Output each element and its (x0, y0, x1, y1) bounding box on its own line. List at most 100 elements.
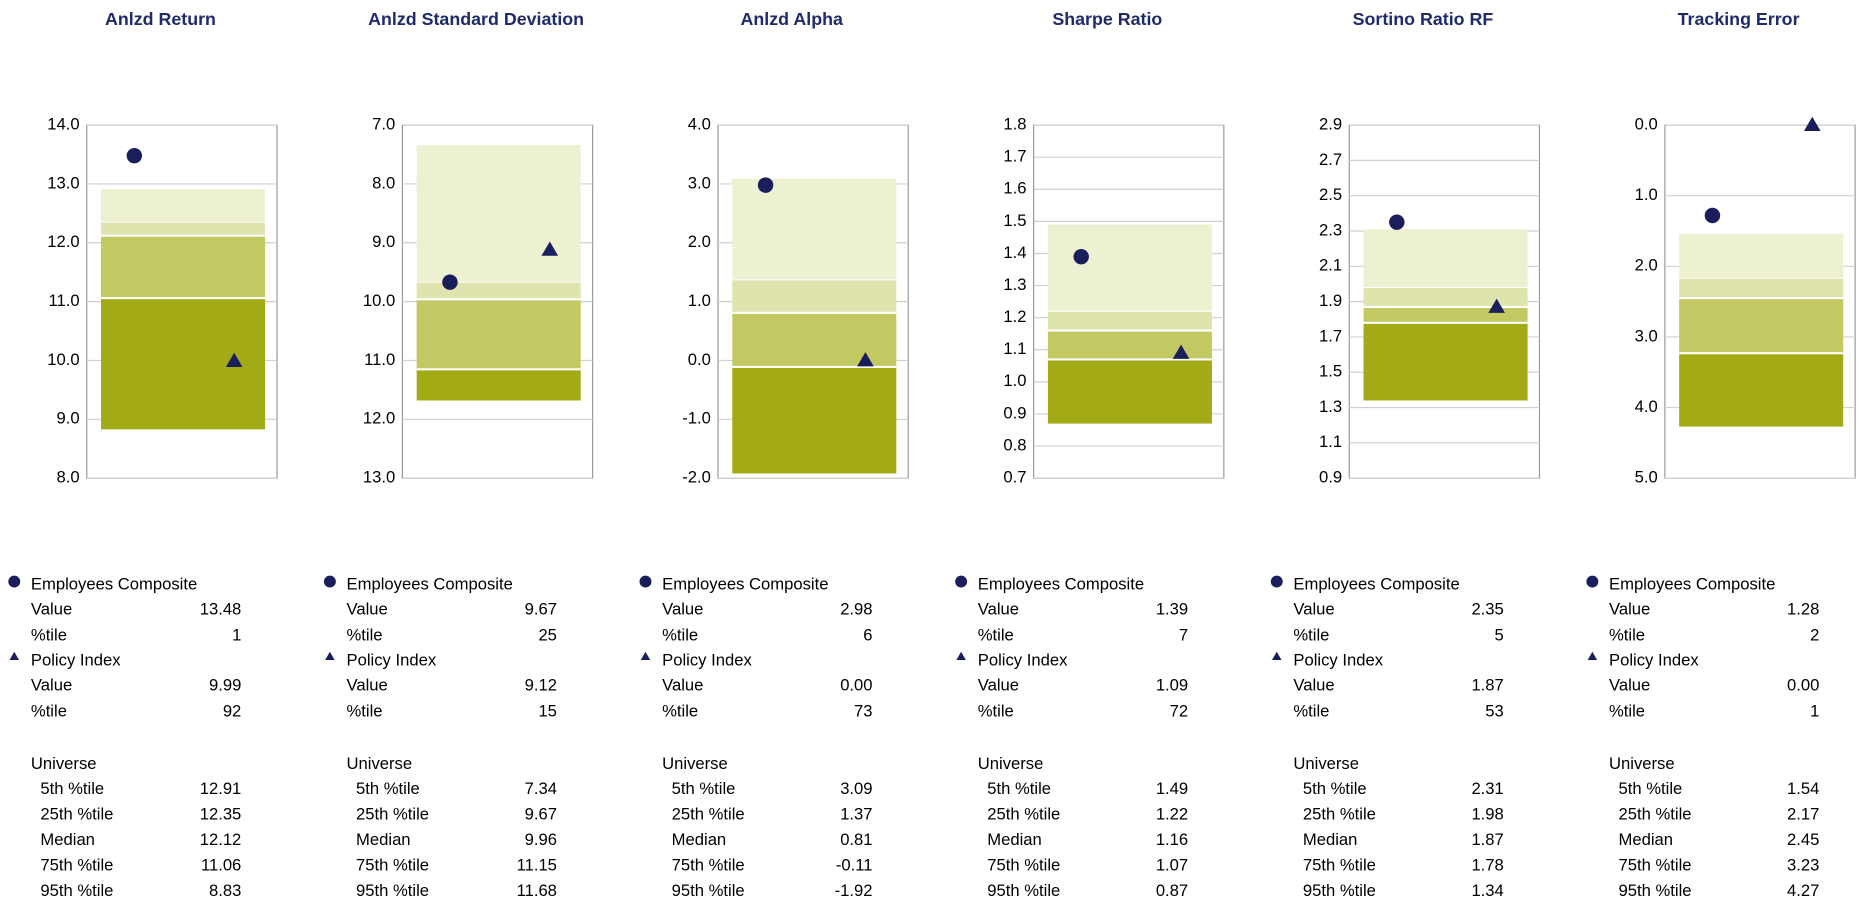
marker-triangle (857, 352, 874, 367)
universe-row-label: Median (1619, 830, 1674, 849)
marker-circle (1389, 214, 1405, 230)
row-label: Value (347, 599, 388, 618)
row-label: %tile (1293, 702, 1329, 721)
percentile-band (1363, 229, 1528, 288)
legend-name: Policy Index (662, 651, 752, 670)
y-tick-label: 1.5 (1003, 211, 1026, 230)
y-tick-label: 2.0 (688, 232, 711, 251)
universe-row-value: 1.78 (1471, 856, 1503, 875)
legend-circle (1586, 575, 1599, 588)
y-tick-label: 12.0 (363, 409, 395, 428)
percentile-band (1679, 298, 1844, 354)
legend-name: Employees Composite (347, 575, 513, 594)
row-label: %tile (662, 626, 698, 645)
percentile-band (1679, 353, 1844, 427)
universe-row-value: 2.31 (1471, 779, 1503, 798)
row-value: 9.12 (525, 676, 557, 695)
universe-label: Universe (662, 754, 728, 773)
y-tick-label: -2.0 (682, 468, 711, 487)
y-tick-label: 1.1 (1003, 339, 1026, 358)
y-tick-label: 1.2 (1003, 307, 1026, 326)
y-tick-label: 1.0 (688, 291, 711, 310)
marker-triangle (1488, 298, 1505, 313)
universe-row-value: 4.27 (1787, 881, 1819, 900)
y-tick-label: 3.0 (1635, 326, 1658, 345)
universe-row-label: 95th %tile (1619, 881, 1692, 900)
row-value: 9.99 (209, 676, 241, 695)
legend-triangle (956, 651, 966, 661)
universe-row-label: 75th %tile (672, 856, 745, 875)
universe-row-value: 0.87 (1156, 881, 1188, 900)
legend-name: Employees Composite (31, 575, 197, 594)
row-value: 1 (232, 626, 241, 645)
universe-row-value: -0.11 (836, 856, 873, 875)
y-tick-label: 1.6 (1003, 179, 1026, 198)
universe-row-value: 1.54 (1787, 779, 1819, 798)
y-tick-label: 2.7 (1319, 150, 1342, 169)
legend-name: Policy Index (1609, 651, 1699, 670)
y-tick-label: 3.0 (688, 173, 711, 192)
universe-row-label: Median (356, 830, 411, 849)
y-tick-label: 11.0 (364, 350, 395, 369)
percentile-band (416, 299, 581, 370)
row-value: 1.87 (1471, 676, 1503, 695)
y-tick-label: 13.0 (47, 173, 79, 192)
legend-name: Policy Index (1293, 651, 1383, 670)
row-value: 73 (854, 702, 873, 721)
row-label: Value (1609, 599, 1650, 618)
percentile-band (1679, 233, 1844, 279)
y-tick-label: -1.0 (682, 409, 711, 428)
percentile-band (732, 178, 897, 280)
universe-label: Universe (978, 754, 1044, 773)
legend-triangle (325, 651, 335, 661)
universe-row-value: 12.12 (200, 830, 242, 849)
y-tick-label: 2.5 (1319, 185, 1342, 204)
row-label: %tile (978, 626, 1014, 645)
y-tick-label: 11.0 (49, 291, 80, 310)
row-value: 0.00 (840, 676, 872, 695)
legend-name: Policy Index (31, 651, 121, 670)
universe-row-value: 8.83 (209, 881, 241, 900)
legend-triangle (9, 651, 20, 661)
universe-row-value: 1.87 (1471, 830, 1503, 849)
universe-row-value: 9.67 (525, 805, 557, 824)
row-value: 6 (863, 626, 872, 645)
legend-circle (955, 575, 968, 588)
legend-circle (639, 575, 652, 588)
y-tick-label: 0.9 (1003, 403, 1026, 422)
universe-row-value: 11.06 (201, 856, 241, 875)
legend-name: Policy Index (978, 651, 1068, 670)
universe-row-label: 5th %tile (672, 779, 736, 798)
row-value: 2.98 (840, 599, 872, 618)
row-label: %tile (347, 702, 383, 721)
marker-circle (1073, 248, 1089, 265)
y-tick-label: 2.0 (1635, 256, 1658, 275)
legend-circle (8, 575, 21, 588)
universe-row-label: 5th %tile (987, 779, 1051, 798)
universe-row-label: Median (672, 830, 727, 849)
universe-label: Universe (1609, 754, 1675, 773)
row-label: Value (347, 676, 388, 695)
percentile-band (1047, 359, 1212, 424)
percentile-band (101, 235, 266, 299)
y-tick-label: 1.7 (1003, 147, 1026, 166)
y-tick-label: 9.0 (372, 232, 395, 251)
universe-row-value: 9.96 (525, 830, 557, 849)
y-tick-label: 1.9 (1319, 291, 1342, 310)
percentile-band (1047, 330, 1212, 360)
row-label: Value (1293, 599, 1334, 618)
universe-row-label: 25th %tile (356, 805, 429, 824)
row-value: 72 (1170, 702, 1189, 721)
universe-row-label: 25th %tile (1619, 805, 1692, 824)
universe-row-label: 75th %tile (356, 856, 429, 875)
row-label: %tile (1609, 626, 1645, 645)
y-tick-label: 4.0 (1635, 397, 1658, 416)
y-tick-label: 1.1 (1319, 432, 1342, 451)
universe-row-label: 5th %tile (1619, 779, 1683, 798)
universe-row-value: 11.15 (517, 856, 557, 875)
universe-row-label: 75th %tile (987, 856, 1060, 875)
percentile-band (732, 366, 897, 474)
y-tick-label: 1.0 (1635, 185, 1658, 204)
